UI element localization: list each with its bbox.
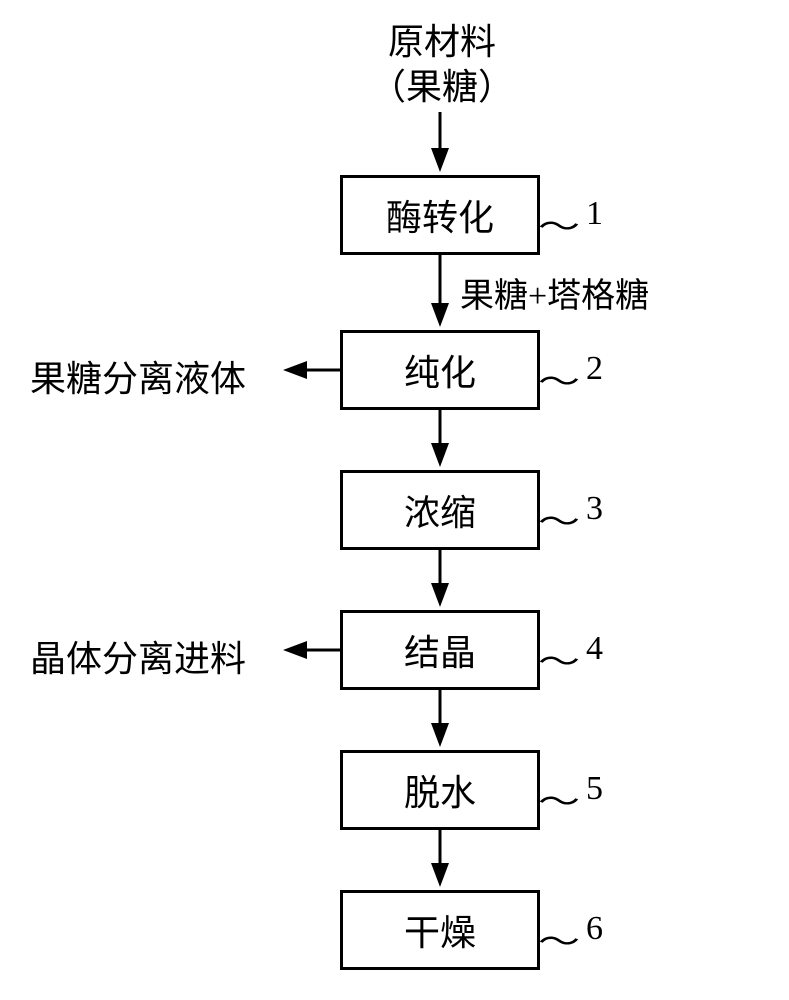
process-box-5: 脱水 [340,750,540,830]
connector-tilde-2: ～ [538,357,580,401]
step-number-4: 4 [586,630,603,668]
connector-tilde-1: ～ [538,202,580,246]
step-number-6: 6 [586,910,603,948]
step-number-2: 2 [586,350,603,388]
process-box-3: 浓缩 [340,470,540,550]
side-output-label-1: 晶体分离进料 [30,630,246,682]
process-box-4: 结晶 [340,610,540,690]
process-box-1: 酶转化 [340,175,540,255]
step-number-1: 1 [586,195,603,233]
connector-tilde-5: ～ [538,777,580,821]
step-number-5: 5 [586,770,603,808]
process-box-2: 纯化 [340,330,540,410]
side-output-label-0: 果糖分离液体 [30,350,246,402]
step-number-3: 3 [586,490,603,528]
input-label: 原材料 （果糖） [370,20,514,110]
connector-tilde-4: ～ [538,637,580,681]
connector-tilde-3: ～ [538,497,580,541]
connector-tilde-6: ～ [538,917,580,961]
edge-label-0: 果糖+塔格糖 [460,268,649,317]
process-box-6: 干燥 [340,890,540,970]
